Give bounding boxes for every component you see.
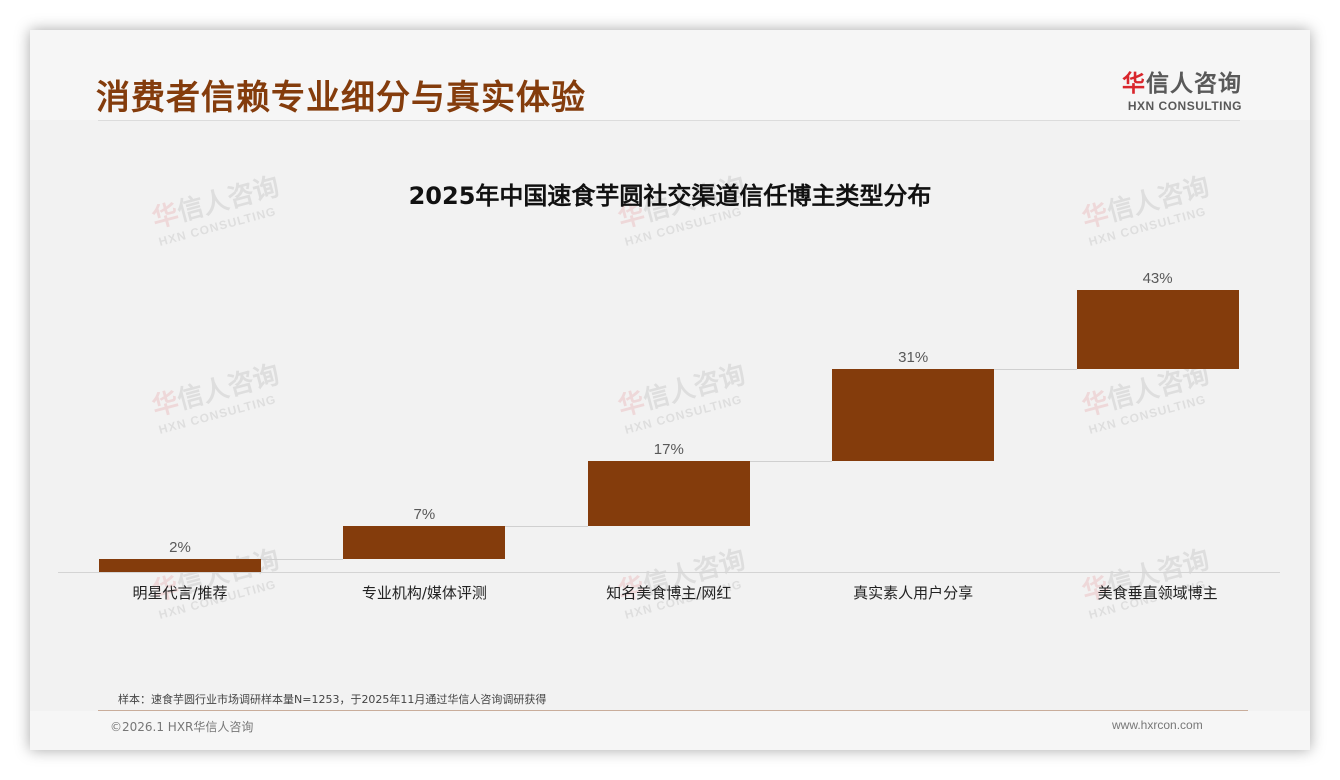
footer-divider — [98, 710, 1248, 711]
waterfall-bar — [832, 368, 995, 461]
page-title: 消费者信赖专业细分与真实体验 — [96, 78, 586, 118]
title-divider — [98, 120, 1240, 121]
logo-cn-text: 信人咨询 — [1146, 71, 1242, 97]
company-logo: 华信人咨询 HXN CONSULTING — [1110, 64, 1242, 113]
bar-value-label: 17% — [653, 440, 684, 458]
category-label: 明星代言/推荐 — [132, 584, 228, 602]
chart-title: 2025年中国速食芋圆社交渠道信任博主类型分布 — [408, 182, 932, 210]
header-band — [30, 30, 1310, 120]
logo-en: HXN CONSULTING — [1127, 99, 1242, 113]
logo-accent-char: 华 — [1122, 71, 1146, 97]
bar-value-label: 43% — [1142, 270, 1173, 287]
waterfall-bar — [1076, 290, 1239, 369]
connector-line — [261, 558, 344, 560]
website-link[interactable]: www.hxrcon.com — [1112, 718, 1203, 732]
connector-line — [994, 368, 1077, 370]
bar-value-label: 2% — [169, 538, 191, 556]
x-axis-line — [58, 572, 1280, 573]
category-label: 知名美食博主/网红 — [606, 584, 732, 602]
connector-line — [749, 460, 833, 462]
waterfall-bar — [99, 558, 261, 572]
bar-value-label: 31% — [898, 348, 929, 366]
category-label: 美食垂直领域博主 — [1097, 584, 1218, 602]
bar-value-label: 7% — [413, 506, 436, 524]
footer-band — [30, 711, 1310, 750]
category-label: 真实素人用户分享 — [853, 584, 974, 602]
slide: 消费者信赖专业细分与真实体验 华信人咨询 HXN CONSULTING 华信人咨… — [30, 30, 1310, 750]
connector-line — [505, 526, 588, 528]
copyright: ©2026.1 HXR华信人咨询 — [110, 720, 254, 734]
logo-cn: 华信人咨询 — [1110, 64, 1242, 98]
waterfall-bar — [343, 526, 506, 559]
category-label: 专业机构/媒体评测 — [361, 584, 487, 602]
sample-note: 样本：速食芋圆行业市场调研样本量N=1253，于2025年11月通过华信人咨询调… — [118, 693, 547, 706]
waterfall-bar — [587, 460, 750, 527]
